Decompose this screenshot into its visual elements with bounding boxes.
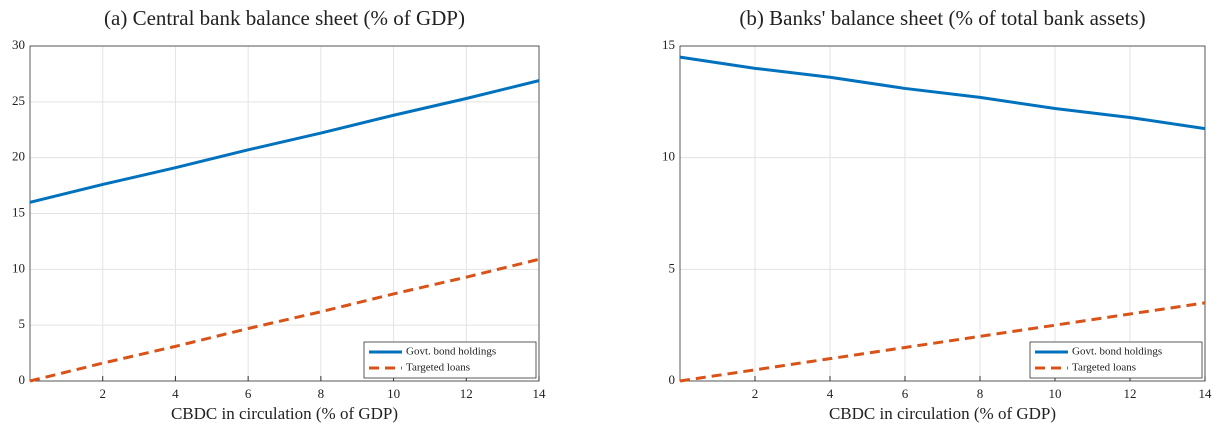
y-tick-label: 5 [19, 316, 26, 331]
x-tick-label: 10 [1049, 386, 1062, 401]
axes-frame [29, 45, 540, 382]
series-line [679, 301, 1206, 383]
y-tick-label: 10 [662, 149, 675, 164]
series-line [679, 55, 1206, 131]
axes-frame [679, 45, 1206, 382]
legend-label: Govt. bond holdings [406, 346, 496, 358]
legend-box [1029, 341, 1203, 379]
y-tick-label: 15 [12, 204, 25, 219]
chart-title: (b) Banks' balance sheet (% of total ban… [739, 6, 1145, 30]
legend-label: Govt. bond holdings [1072, 346, 1162, 358]
x-tick-label: 6 [902, 386, 909, 401]
chart: 0 5 10 15 20 25 30 2 4 6 8 10 12 14 (a) Central bank b… [12, 6, 546, 423]
legend: Govt. bond holdings Targeted loans [363, 341, 537, 379]
x-tick-label: 10 [387, 386, 400, 401]
plot-area [680, 46, 1205, 381]
x-tick-label: 2 [752, 386, 759, 401]
legend-label: Targeted loans [1072, 362, 1136, 374]
x-tick-label: 14 [1199, 386, 1213, 401]
y-tick-label: 20 [12, 149, 25, 164]
x-tick-label: 14 [533, 386, 547, 401]
x-tick-label: 2 [99, 386, 106, 401]
x-axis-label: CBDC in circulation (% of GDP) [171, 404, 398, 423]
y-tick-label: 15 [662, 37, 675, 52]
series-line [29, 257, 540, 383]
x-tick-label: 8 [318, 386, 325, 401]
chart: 0 5 10 15 2 4 6 8 10 12 14 (b) Banks' balance sheet… [662, 6, 1212, 423]
legend-box [363, 341, 537, 379]
chart-title: (a) Central bank balance sheet (% of GDP… [104, 6, 465, 30]
series-line [29, 79, 540, 204]
legend-label: Targeted loans [406, 362, 470, 374]
y-tick-label: 10 [12, 260, 25, 275]
x-tick-label: 6 [245, 386, 252, 401]
y-tick-label: 25 [12, 93, 25, 108]
x-tick-label: 4 [827, 386, 834, 401]
x-tick-label: 8 [977, 386, 984, 401]
x-axis-label: CBDC in circulation (% of GDP) [829, 404, 1056, 423]
y-tick-label: 5 [669, 260, 676, 275]
x-tick-label: 12 [1124, 386, 1137, 401]
y-tick-label: 30 [12, 37, 25, 52]
y-tick-label: 0 [19, 372, 26, 387]
x-tick-label: 12 [460, 386, 473, 401]
x-tick-label: 4 [172, 386, 179, 401]
y-tick-label: 0 [669, 372, 676, 387]
legend: Govt. bond holdings Targeted loans [1029, 341, 1203, 379]
